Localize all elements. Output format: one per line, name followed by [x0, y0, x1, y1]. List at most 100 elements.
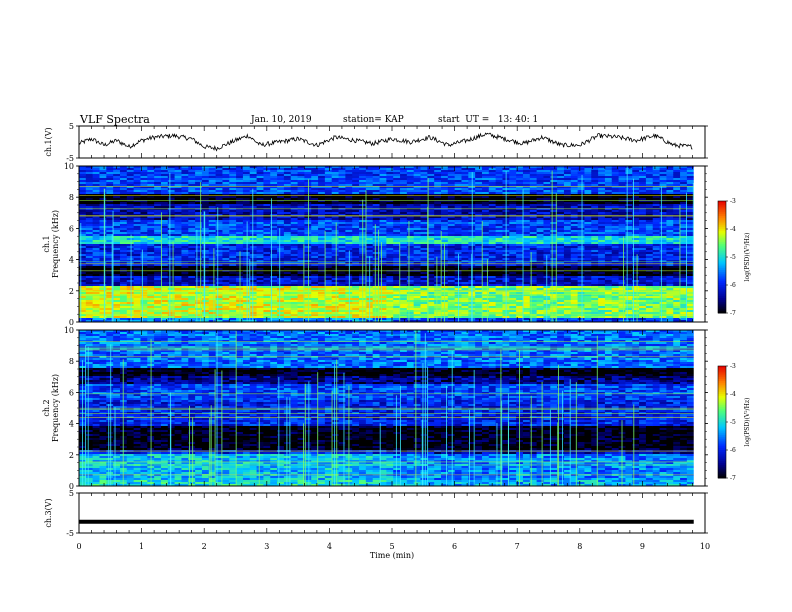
heat-cell [119, 222, 128, 225]
heat-cell [113, 212, 121, 215]
heat-cell [242, 262, 251, 265]
heat-cell [263, 310, 271, 313]
heat-cell [420, 244, 428, 247]
heat-cell [181, 182, 189, 185]
heat-cell [379, 190, 387, 193]
heat-cell [79, 284, 87, 287]
heat-cell [270, 230, 278, 233]
heat-cell [236, 188, 244, 191]
heat-cell [393, 190, 401, 193]
heat-cell [181, 172, 189, 175]
heat-cell [420, 276, 428, 279]
heat-cell [283, 278, 292, 281]
heat-cell [297, 234, 305, 237]
heat-cell [256, 198, 264, 201]
heat-cell [249, 282, 257, 285]
heat-cell [379, 258, 387, 261]
heat-cell [160, 232, 169, 235]
heat-cell [99, 250, 107, 253]
heat-cell [208, 310, 217, 313]
heat-cell [113, 252, 121, 255]
heat-cell [174, 300, 182, 303]
heat-cell [372, 190, 380, 193]
heat-cell [181, 242, 189, 245]
heat-cell [283, 234, 292, 237]
heat-cell [304, 172, 312, 175]
heat-cell [201, 274, 210, 277]
heat-cell [140, 200, 148, 203]
heat-cell [215, 176, 223, 179]
heat-cell [379, 264, 387, 267]
heat-cell [154, 192, 162, 195]
heat-cell [331, 294, 339, 297]
heat-cell [133, 314, 141, 317]
heat-cell [119, 172, 128, 175]
heat-cell [215, 188, 223, 191]
heat-cell [92, 272, 100, 275]
heat-cell [126, 274, 135, 277]
heat-cell [290, 208, 298, 211]
heat-cell [386, 198, 394, 201]
heat-cell [99, 178, 107, 181]
heat-cell [140, 224, 148, 227]
heat-cell [113, 282, 121, 285]
heat-cell [270, 240, 278, 243]
heat-cell [249, 200, 257, 203]
heat-cell [311, 242, 319, 245]
heat-cell [195, 190, 203, 193]
heat-cell [379, 234, 387, 237]
heat-cell [106, 280, 114, 283]
heat-cell [229, 300, 237, 303]
heat-cell [420, 298, 428, 301]
heat-cell [106, 270, 114, 273]
heat-cell [359, 180, 367, 183]
heat-cell [126, 182, 135, 185]
heat-cell [406, 210, 415, 213]
heat-cell [113, 258, 121, 261]
heat-cell [393, 186, 401, 189]
heat-cell [201, 312, 210, 315]
heat-cell [126, 282, 135, 285]
heat-cell [249, 316, 257, 319]
heat-cell [215, 200, 223, 203]
heat-cell [311, 296, 319, 299]
heat-cell [400, 246, 408, 249]
heat-cell [290, 198, 298, 201]
heat-cell [283, 196, 292, 199]
heat-cell [174, 168, 182, 171]
heat-cell [372, 232, 380, 235]
heat-cell [256, 274, 264, 277]
heat-cell [119, 200, 128, 203]
heat-cell [160, 294, 169, 297]
heat-cell [372, 246, 380, 249]
heat-cell [195, 264, 203, 267]
heat-cell [201, 282, 210, 285]
heat-cell [290, 210, 298, 213]
heat-cell [79, 234, 87, 237]
heat-cell [106, 252, 114, 255]
heat-cell [338, 176, 346, 179]
heat-cell [277, 204, 285, 207]
heat-cell [215, 316, 223, 319]
heat-cell [338, 304, 346, 307]
heat-cell [154, 280, 162, 283]
heat-cell [393, 266, 401, 269]
heat-cell [85, 180, 94, 183]
heat-cell [400, 234, 408, 237]
heat-cell [99, 314, 107, 317]
heat-cell [215, 218, 223, 221]
heat-cell [195, 294, 203, 297]
heat-cell [290, 184, 298, 187]
heat-cell [92, 180, 100, 183]
heat-cell [79, 176, 87, 179]
heat-cell [174, 188, 182, 191]
heat-cell [311, 208, 319, 211]
heat-cell [92, 178, 100, 181]
heat-cell [99, 262, 107, 265]
heat-cell [188, 242, 196, 245]
heat-cell [229, 318, 237, 321]
heat-cell [222, 286, 230, 289]
heat-cell [201, 202, 210, 205]
heat-cell [331, 258, 339, 261]
heat-cell [215, 234, 223, 237]
